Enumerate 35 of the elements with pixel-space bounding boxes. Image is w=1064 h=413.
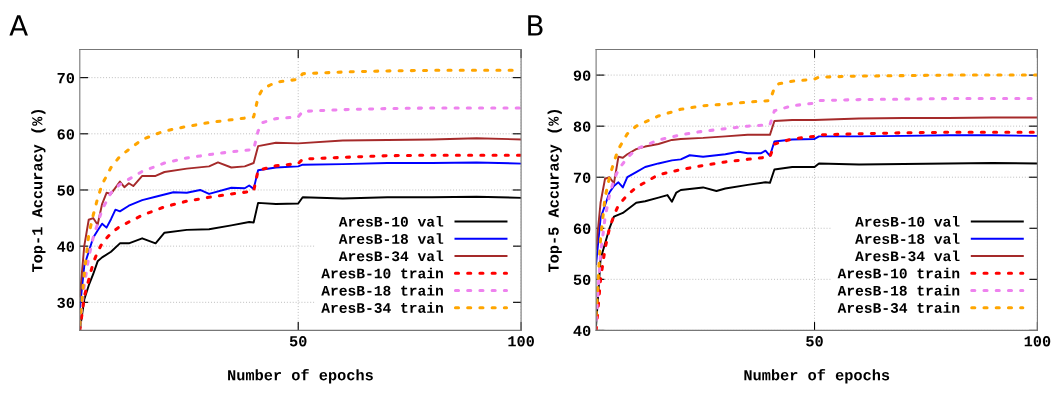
- x-axis-title: Number of epochs: [744, 368, 890, 384]
- y-tick-label: 50: [57, 185, 75, 196]
- y-tick-label: 40: [57, 241, 75, 252]
- legend-label: AresB-10 train: [837, 267, 960, 279]
- y-tick-label: 50: [573, 274, 591, 286]
- y-tick-label: 60: [57, 129, 75, 140]
- x-tick-label: 50: [806, 336, 823, 347]
- legend-label: AresB-18 train: [837, 284, 960, 296]
- legend-label: AresB-10 val: [338, 216, 444, 227]
- y-tick-label: 70: [57, 72, 75, 84]
- line-series: [79, 137, 522, 298]
- y-tick-label: 40: [573, 325, 591, 337]
- y-axis-title: Top-5 Accuracy (%): [547, 110, 562, 273]
- legend-label: AresB-34 val: [338, 250, 444, 262]
- y-tick-label: 90: [573, 70, 591, 81]
- y-axis-title: Top-1 Accuracy (%): [31, 110, 46, 273]
- legend-label: AresB-10 val: [855, 216, 960, 227]
- y-tick-label: 60: [573, 223, 591, 234]
- legend-label: AresB-34 train: [321, 302, 443, 313]
- chart-title: B: [528, 15, 543, 36]
- legend-label: AresB-10 train: [321, 267, 443, 279]
- legend-label: AresB-34 val: [855, 250, 960, 262]
- legend-label: AresB-18 val: [855, 233, 960, 244]
- y-tick-label: 30: [57, 297, 75, 309]
- chart-title: A: [9, 15, 28, 36]
- x-tick-label: 100: [1024, 336, 1051, 347]
- x-tick-label: 50: [289, 336, 307, 347]
- x-axis-title: Number of epochs: [228, 368, 373, 384]
- legend-label: AresB-18 val: [338, 233, 444, 244]
- y-tick-label: 80: [573, 121, 591, 132]
- legend-label: AresB-18 train: [321, 284, 443, 296]
- line-series: [79, 161, 522, 311]
- x-tick-label: 100: [508, 336, 534, 347]
- legend-label: AresB-34 train: [837, 302, 960, 313]
- y-tick-label: 70: [573, 172, 591, 183]
